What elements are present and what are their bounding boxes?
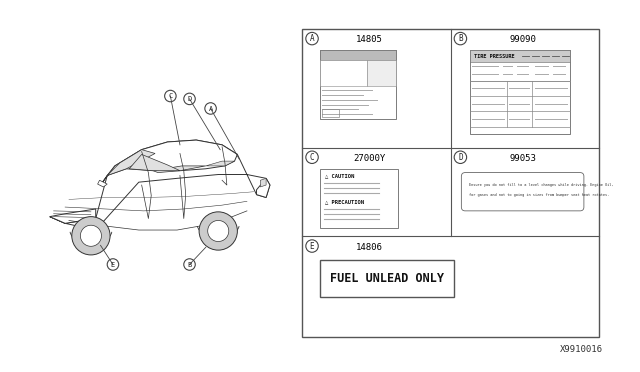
Circle shape bbox=[184, 259, 195, 270]
Circle shape bbox=[306, 240, 318, 252]
Bar bbox=[470, 50, 570, 134]
Text: E: E bbox=[310, 242, 314, 251]
Polygon shape bbox=[50, 140, 270, 230]
Circle shape bbox=[454, 151, 467, 163]
Text: E: E bbox=[111, 262, 115, 268]
Text: B: B bbox=[458, 35, 463, 44]
Circle shape bbox=[306, 151, 318, 163]
Text: A: A bbox=[310, 35, 314, 44]
Text: 14805: 14805 bbox=[356, 35, 383, 44]
Bar bbox=[322, 109, 339, 117]
Polygon shape bbox=[98, 180, 108, 187]
Polygon shape bbox=[100, 140, 237, 185]
Text: C: C bbox=[310, 153, 314, 162]
Bar bbox=[320, 169, 398, 228]
Bar bbox=[367, 60, 396, 86]
Circle shape bbox=[184, 93, 195, 105]
Bar bbox=[320, 50, 396, 119]
FancyBboxPatch shape bbox=[461, 173, 584, 211]
Text: 99053: 99053 bbox=[509, 154, 536, 163]
Circle shape bbox=[454, 32, 467, 45]
Bar bbox=[320, 60, 367, 86]
Bar bbox=[320, 260, 454, 297]
Text: D: D bbox=[458, 153, 463, 162]
Text: D: D bbox=[188, 96, 191, 102]
Polygon shape bbox=[257, 178, 270, 198]
Circle shape bbox=[205, 103, 216, 114]
Text: X9910016: X9910016 bbox=[560, 346, 603, 355]
Polygon shape bbox=[108, 150, 155, 176]
Circle shape bbox=[164, 90, 176, 102]
Circle shape bbox=[81, 225, 102, 246]
Text: 99090: 99090 bbox=[509, 35, 536, 44]
Bar bbox=[303, 29, 599, 337]
Circle shape bbox=[199, 212, 237, 250]
Text: C: C bbox=[168, 93, 173, 99]
Circle shape bbox=[306, 32, 318, 45]
Text: B: B bbox=[188, 262, 191, 268]
Text: 14806: 14806 bbox=[356, 243, 383, 251]
Polygon shape bbox=[50, 209, 96, 223]
Polygon shape bbox=[206, 161, 234, 166]
Circle shape bbox=[208, 221, 228, 241]
Text: Ensure you do not fill to a level changes while driving. Engine Oil,: Ensure you do not fill to a level change… bbox=[469, 183, 614, 187]
Circle shape bbox=[72, 217, 110, 255]
Text: TIRE PRESSURE: TIRE PRESSURE bbox=[474, 54, 515, 59]
Text: A: A bbox=[209, 106, 212, 112]
Bar bbox=[470, 50, 570, 61]
Polygon shape bbox=[153, 166, 206, 173]
Text: FUEL UNLEAD ONLY: FUEL UNLEAD ONLY bbox=[330, 272, 444, 285]
Text: △ CAUTION: △ CAUTION bbox=[326, 174, 355, 179]
Polygon shape bbox=[129, 154, 180, 171]
Circle shape bbox=[108, 259, 118, 270]
Bar bbox=[320, 50, 396, 60]
Text: for gases and not to going in sizes from bumper seat heat rotates.: for gases and not to going in sizes from… bbox=[469, 193, 609, 196]
Text: 27000Y: 27000Y bbox=[353, 154, 385, 163]
Text: △ PRECAUTION: △ PRECAUTION bbox=[326, 200, 364, 205]
Polygon shape bbox=[260, 178, 266, 187]
